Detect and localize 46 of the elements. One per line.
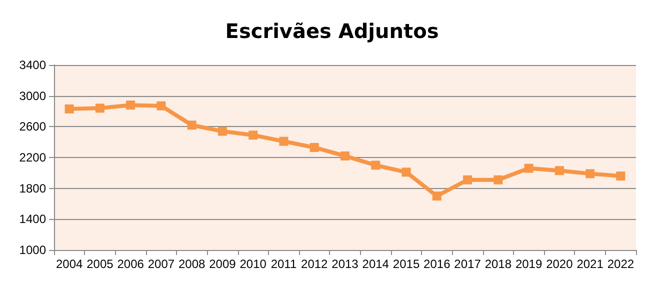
y-tick-label: 1400 — [19, 212, 46, 226]
y-tick-label: 1800 — [19, 181, 46, 196]
point — [126, 100, 136, 110]
point — [279, 136, 288, 146]
point — [463, 175, 472, 184]
x-tick-label: 2018 — [484, 257, 512, 271]
x-tick-label: 2013 — [332, 257, 359, 271]
x-tick-label: 2015 — [392, 257, 420, 271]
x-tick-label: 2019 — [515, 257, 542, 271]
x-tick-label: 2012 — [301, 257, 328, 271]
point — [218, 126, 227, 136]
x-tick-label: 2011 — [270, 257, 297, 271]
chart-title: Escrivães Adjuntos — [225, 19, 439, 43]
x-tick-label: 2017 — [454, 257, 482, 271]
x-tick-label: 2010 — [240, 257, 267, 271]
point — [371, 160, 380, 170]
point — [586, 169, 595, 178]
x-tick-label: 2014 — [362, 257, 390, 271]
x-tick-label: 2009 — [209, 257, 236, 271]
point — [554, 166, 564, 176]
x-tick-label: 2005 — [86, 257, 114, 271]
x-tick-label: 2022 — [607, 257, 634, 271]
y-tick-label: 3400 — [19, 58, 46, 72]
point — [402, 168, 411, 177]
x-tick-label: 2007 — [148, 257, 175, 271]
x-tick-label: 2016 — [424, 257, 451, 271]
point — [156, 101, 166, 110]
x-tick-label: 2006 — [117, 257, 144, 271]
point — [616, 172, 626, 180]
point — [64, 104, 74, 114]
point — [340, 151, 350, 160]
x-tick-label: 2008 — [178, 257, 206, 271]
point — [248, 130, 258, 140]
point — [494, 175, 503, 184]
y-tick-label: 3000 — [19, 88, 46, 103]
point — [187, 120, 196, 130]
y-tick-label: 2600 — [19, 120, 46, 134]
point — [432, 192, 442, 201]
y-tick-label: 2200 — [19, 150, 46, 164]
point — [524, 164, 534, 173]
y-tick-label: 1000 — [19, 243, 46, 257]
x-tick-label: 2004 — [56, 257, 83, 271]
x-tick-label: 2020 — [546, 257, 574, 271]
x-tick-label: 2021 — [576, 257, 604, 271]
point — [310, 142, 319, 152]
point — [95, 104, 104, 113]
